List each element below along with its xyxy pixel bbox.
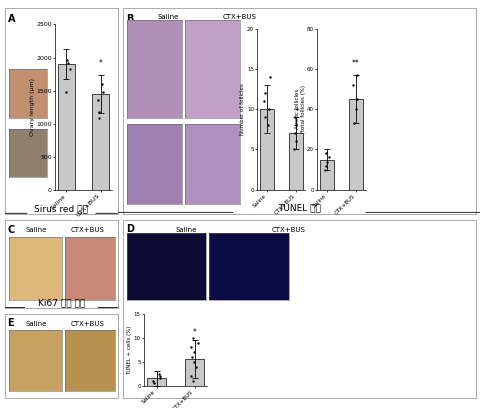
Bar <box>58 64 75 190</box>
Point <box>322 158 330 165</box>
Point <box>261 90 268 96</box>
Point <box>187 354 195 360</box>
Point <box>156 375 164 382</box>
Y-axis label: Atretic follicles
/total follicles (%): Atretic follicles /total follicles (%) <box>294 85 305 133</box>
Bar <box>185 359 204 386</box>
Point <box>189 377 196 384</box>
Text: CTX+BUS: CTX+BUS <box>271 227 305 233</box>
Point <box>292 122 300 129</box>
Text: B: B <box>126 14 133 24</box>
Point <box>292 106 300 112</box>
Bar <box>348 99 362 190</box>
Bar <box>92 94 109 190</box>
Point <box>352 72 360 78</box>
Text: E: E <box>7 318 13 328</box>
Point <box>66 66 73 73</box>
Bar <box>147 379 166 386</box>
Point <box>64 60 72 66</box>
Point <box>264 106 272 112</box>
Text: CTX+BUS: CTX+BUS <box>222 14 256 20</box>
Point <box>189 335 196 341</box>
Point <box>324 154 332 161</box>
Text: Saline: Saline <box>26 227 47 233</box>
Text: **: ** <box>351 60 359 69</box>
Text: *: * <box>99 59 103 68</box>
Point <box>291 138 299 145</box>
Point <box>190 359 197 365</box>
Point <box>351 106 359 112</box>
Text: CTX+BUS: CTX+BUS <box>70 321 104 327</box>
Point <box>95 115 102 122</box>
Point <box>99 89 107 95</box>
Point <box>61 89 69 95</box>
Point <box>290 130 298 137</box>
Text: CTX+BUS: CTX+BUS <box>70 227 104 233</box>
Bar <box>319 160 334 190</box>
Bar <box>259 109 274 190</box>
Point <box>260 98 267 104</box>
Point <box>150 380 157 386</box>
Bar <box>288 133 302 190</box>
Y-axis label: Number of follicles: Number of follicles <box>240 83 245 135</box>
Point <box>193 339 201 346</box>
Point <box>192 363 199 370</box>
Point <box>265 73 273 80</box>
Text: Ki67 면역 염색: Ki67 면역 염색 <box>37 299 85 308</box>
Point <box>187 344 194 351</box>
Text: D: D <box>126 224 134 234</box>
Point <box>261 114 268 120</box>
Point <box>95 109 102 115</box>
Point <box>190 349 198 355</box>
Point <box>155 370 162 377</box>
Text: A: A <box>8 14 16 24</box>
Point <box>320 166 328 173</box>
Text: Saline: Saline <box>175 227 197 233</box>
Text: TUNEL 분석: TUNEL 분석 <box>277 203 320 212</box>
Point <box>290 114 298 120</box>
Text: Saline: Saline <box>26 321 47 327</box>
Point <box>94 97 101 104</box>
Point <box>289 146 297 153</box>
Y-axis label: TUNEL + cells (%): TUNEL + cells (%) <box>127 325 132 375</box>
Point <box>349 82 357 88</box>
Point <box>321 162 329 169</box>
Point <box>97 81 105 87</box>
Text: *: * <box>192 328 196 337</box>
Point <box>264 122 271 129</box>
Point <box>187 373 195 379</box>
Text: C: C <box>7 225 14 235</box>
Text: Saline: Saline <box>157 14 179 20</box>
Point <box>350 120 358 126</box>
Point <box>322 150 329 157</box>
Y-axis label: Ovary length (μm): Ovary length (μm) <box>30 78 35 136</box>
Text: Sirus red 염색: Sirus red 염색 <box>34 204 88 213</box>
Point <box>156 373 164 379</box>
Point <box>63 56 71 63</box>
Point <box>352 96 360 102</box>
Point <box>149 377 157 384</box>
